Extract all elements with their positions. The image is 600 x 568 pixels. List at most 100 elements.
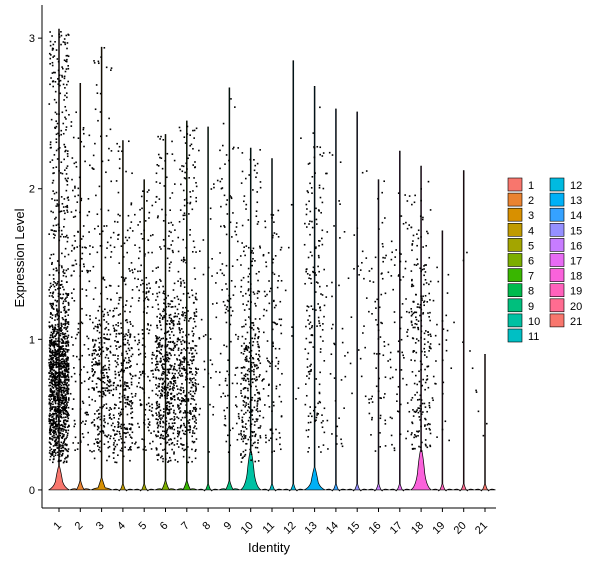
cell-point [63,387,66,390]
cell-point [414,447,416,450]
cell-point [50,285,53,287]
cell-point [78,176,81,179]
cell-point [363,277,365,280]
cell-point [280,332,283,335]
cell-point [176,416,178,418]
cell-point [178,328,181,331]
cell-point [66,363,69,366]
cell-point [114,439,116,442]
cell-point [383,345,386,347]
cell-point [305,213,308,216]
cell-point [191,360,193,362]
cell-point [309,220,311,223]
cell-point [244,426,247,429]
cell-point [94,287,97,289]
cell-point [276,323,279,325]
cell-point [155,401,158,404]
cell-point [77,137,80,139]
cell-point [168,357,171,360]
cell-point [176,358,178,360]
cell-point [157,308,160,310]
cell-point [63,379,66,382]
cell-point [209,403,211,406]
cell-point [114,461,116,464]
cell-point [254,434,257,437]
cell-point [158,286,160,288]
cell-point [61,172,64,175]
cell-point [94,339,97,342]
cell-point [428,316,430,318]
cell-point [156,360,159,363]
cell-point [169,426,172,428]
cell-point [244,254,246,257]
cell-point [99,233,101,235]
cell-point [134,277,136,280]
cell-point [441,320,444,322]
cell-point [176,295,179,298]
cell-point [156,216,159,219]
cell-point [56,398,59,401]
cell-point [169,438,172,440]
cell-point [177,347,180,350]
cell-point [61,351,64,354]
legend-item-9: 9 [507,298,534,313]
cell-point [58,147,61,149]
cell-point [183,256,185,259]
cell-point [65,92,68,94]
cell-point [74,436,77,439]
cell-point [98,331,101,334]
cell-point [163,315,165,317]
cell-point [191,435,194,438]
cell-point [183,286,186,288]
cell-point [154,340,157,343]
cell-point [63,362,66,365]
cell-point [161,417,163,419]
cell-point [155,412,157,415]
cell-point [251,435,254,437]
cell-point [248,308,251,310]
legend-swatch [507,238,523,252]
cell-point [167,341,170,343]
cell-point [96,323,99,326]
cell-point [55,120,58,122]
cell-point [252,356,254,359]
cell-point [256,418,259,421]
cell-point [66,404,68,407]
cell-point [202,273,205,276]
cell-point [311,254,313,257]
cell-point [271,410,273,412]
cell-point [117,371,120,374]
cell-point [251,337,254,340]
cell-point [124,357,127,359]
cell-point [432,399,434,402]
cell-point [193,320,196,323]
cell-point [55,355,57,358]
x-tick-label: 11 [261,520,278,537]
cell-point [193,399,196,401]
cell-point [284,289,287,292]
cell-point [194,161,196,163]
cell-point [169,456,171,459]
cell-point [114,377,117,379]
cell-point [244,437,247,439]
cell-point [174,305,177,308]
cell-point [74,423,76,425]
cell-point [66,426,69,428]
cell-point [223,274,225,277]
cell-point [242,276,245,279]
cell-point [419,394,422,397]
cell-point [181,397,183,399]
cell-point [59,287,62,289]
cell-point [189,377,191,380]
cell-point [52,412,55,415]
legend-swatch [507,298,523,313]
cell-point [63,401,66,404]
cell-point [65,54,68,57]
cell-point [243,377,246,380]
cell-point [99,111,102,113]
cell-point [365,297,368,299]
cell-point [322,420,324,422]
cell-point [54,282,57,284]
cell-point [59,172,62,174]
cell-point [98,185,101,188]
